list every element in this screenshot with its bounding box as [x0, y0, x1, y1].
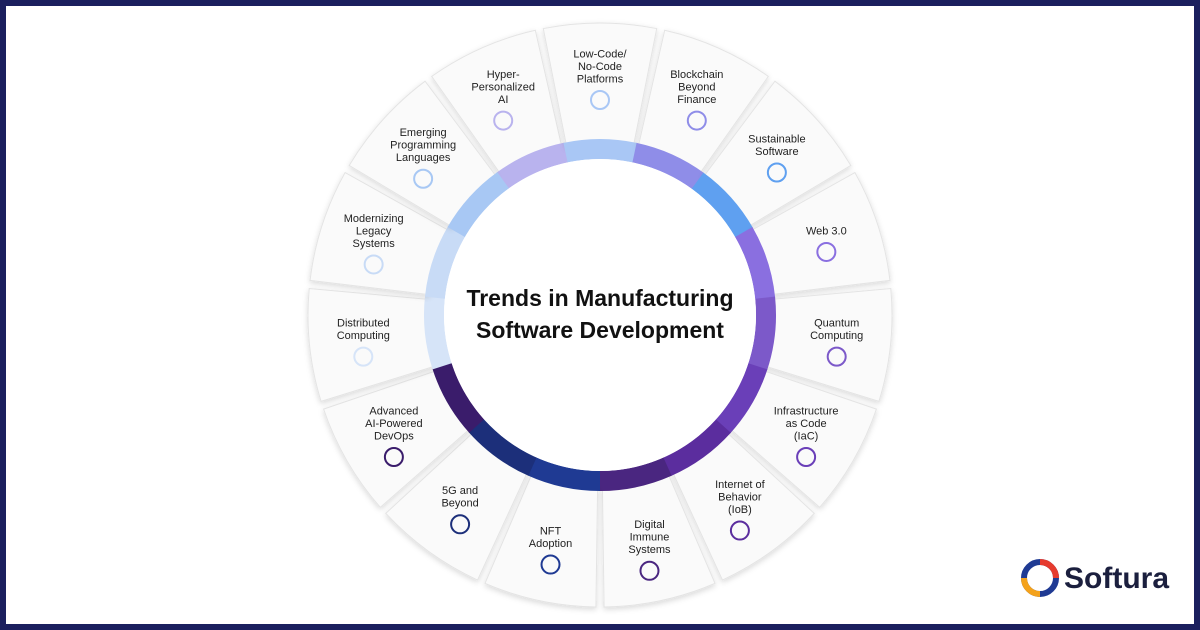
- segment-label: No-Code: [578, 61, 622, 73]
- segment-icon: [816, 241, 837, 262]
- segment-label: Programming: [390, 140, 456, 152]
- segment-icon: [493, 110, 514, 131]
- segment-icon: [450, 514, 471, 535]
- title-line: Trends in Manufacturing: [466, 285, 733, 311]
- segment-label: Sustainable: [748, 133, 806, 145]
- segment-label: Emerging: [400, 127, 447, 139]
- segment-label: (IaC): [794, 430, 818, 442]
- segment-label: Platforms: [577, 73, 624, 85]
- segment-label: Languages: [396, 152, 451, 164]
- segment-icon: [796, 447, 817, 467]
- segment-label: Distributed: [337, 318, 390, 330]
- segment-label: Infrastructure: [774, 405, 839, 417]
- segment-ring: [662, 419, 731, 477]
- segment-label: Modernizing: [344, 213, 404, 225]
- segment-label: AI: [498, 94, 508, 106]
- segment-ring: [447, 172, 509, 237]
- segment-label: Computing: [337, 330, 390, 342]
- segment-label: Internet of: [715, 479, 765, 491]
- segment-label: Behavior: [718, 491, 762, 503]
- segment-label: NFT: [540, 525, 562, 537]
- segment-ring: [715, 363, 768, 434]
- segment-label: Digital: [634, 519, 665, 531]
- segment-icon: [826, 346, 847, 367]
- segment-icon: [766, 162, 787, 183]
- segment-icon: [383, 447, 404, 467]
- title-line: Software Development: [476, 317, 724, 343]
- segment-icon: [590, 90, 610, 110]
- segment-label: (IoB): [728, 504, 752, 516]
- segment-ring: [599, 457, 672, 491]
- segment-ring: [735, 227, 776, 300]
- segment-label: Beyond: [678, 81, 715, 93]
- segment-ring: [748, 296, 776, 371]
- wheel: Hyper-PersonalizedAILow-Code/No-CodePlat…: [307, 22, 893, 608]
- segment-label: as Code: [786, 418, 827, 430]
- segment-label: Systems: [353, 238, 396, 250]
- segment-ring: [563, 139, 638, 163]
- segment-icon: [353, 346, 374, 367]
- segment-icon: [540, 554, 561, 575]
- segment-label: DevOps: [374, 430, 414, 442]
- segment-label: Web 3.0: [806, 225, 847, 237]
- segment-ring: [432, 362, 485, 433]
- segment-ring: [424, 226, 466, 299]
- segment-label: Software: [755, 146, 798, 158]
- segment-label: 5G and: [442, 485, 478, 497]
- segment-icon: [413, 168, 434, 189]
- segment-label: Low-Code/: [573, 48, 627, 60]
- logo-icon: [1039, 559, 1059, 579]
- segment-label: Finance: [677, 94, 716, 106]
- segment-label: Advanced: [369, 405, 418, 417]
- segment-label: Hyper-: [487, 69, 520, 81]
- segment-label: AI-Powered: [365, 418, 422, 430]
- center-circle: [444, 159, 756, 471]
- segment-label: Immune: [630, 532, 670, 544]
- segment-label: Quantum: [814, 318, 859, 330]
- segment-ring: [691, 172, 753, 238]
- segment-label: Personalized: [471, 81, 535, 93]
- segment-label: Systems: [628, 544, 671, 556]
- segment-ring: [527, 457, 600, 491]
- segment-label: Legacy: [356, 225, 392, 237]
- segment-icon: [363, 254, 384, 275]
- segment-ring: [632, 142, 705, 190]
- logo-icon: [1021, 577, 1041, 597]
- logo-text: Softura: [1064, 562, 1169, 595]
- logo: Softura: [1021, 559, 1169, 597]
- segment-label: Beyond: [441, 498, 478, 510]
- segment: Web 3.0: [735, 171, 891, 300]
- segment-ring: [424, 295, 452, 370]
- segment-ring: [496, 142, 569, 189]
- segment-icon: [729, 520, 750, 541]
- segment-label: Blockchain: [670, 69, 723, 81]
- segment-icon: [686, 110, 707, 131]
- segment-label: Computing: [810, 330, 863, 342]
- segment-label: Adoption: [529, 538, 572, 550]
- segment-ring: [468, 418, 537, 476]
- segment-icon: [639, 560, 660, 581]
